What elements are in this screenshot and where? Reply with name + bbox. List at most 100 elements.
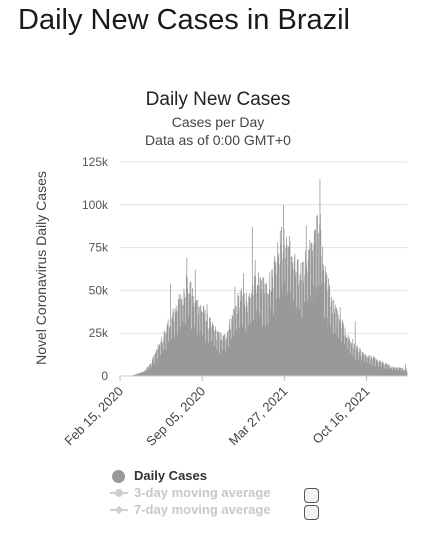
bar <box>317 215 318 376</box>
bar <box>381 362 383 376</box>
toggle-7-day-average[interactable] <box>304 505 319 520</box>
bar <box>385 363 386 376</box>
bar <box>278 298 280 376</box>
bar <box>251 294 252 376</box>
axis-layer: 0 25k 50k 75k 100k 125k Feb 15, 2020 Sep 05, 20… <box>61 155 407 449</box>
bar <box>381 361 383 376</box>
bar <box>281 287 283 376</box>
bar <box>171 339 172 376</box>
bar <box>307 306 308 376</box>
bar <box>163 339 165 376</box>
legend-label: 3-day moving average <box>134 485 271 500</box>
bar <box>204 310 206 376</box>
bar <box>377 366 379 376</box>
bar <box>344 327 346 376</box>
bar <box>345 336 347 376</box>
y-tick-label: 0 <box>101 369 108 383</box>
bar <box>232 309 234 376</box>
bar <box>174 339 176 376</box>
bar <box>185 324 186 376</box>
bar <box>267 325 269 376</box>
bar <box>188 315 190 376</box>
legend-item-7-day-average[interactable]: 7-day moving average <box>110 502 340 520</box>
bar <box>299 274 301 376</box>
bar <box>274 259 276 376</box>
y-tick-label: 100k <box>82 198 109 212</box>
bar <box>138 373 140 376</box>
bar <box>369 363 371 376</box>
bar <box>186 277 188 376</box>
bar <box>366 362 368 376</box>
bar <box>218 332 220 376</box>
bar <box>383 368 385 376</box>
bar <box>405 368 407 376</box>
bar <box>232 315 233 376</box>
bar <box>277 260 279 376</box>
bar <box>356 348 357 376</box>
bar <box>190 328 192 376</box>
bar <box>387 364 388 376</box>
legend-item-daily-cases[interactable]: Daily Cases <box>110 468 340 485</box>
bar <box>230 329 231 376</box>
bar <box>273 261 275 376</box>
bar <box>211 325 213 376</box>
legend-label: 7-day moving average <box>134 502 271 517</box>
legend-item-3-day-average[interactable]: 3-day moving average <box>110 485 340 503</box>
bar <box>322 272 324 376</box>
bar <box>310 243 312 376</box>
bar <box>190 282 192 376</box>
bar <box>390 367 392 376</box>
bar <box>273 316 274 376</box>
bar <box>288 266 290 376</box>
bar <box>274 256 276 376</box>
bar <box>375 366 377 376</box>
bar <box>304 312 306 376</box>
bar <box>399 367 401 376</box>
bar <box>197 299 199 376</box>
bar <box>377 360 379 376</box>
toggle-3-day-average[interactable] <box>304 488 319 503</box>
bar <box>381 368 382 376</box>
bar <box>398 370 399 376</box>
bar <box>168 341 170 376</box>
bar <box>157 344 159 376</box>
bar <box>292 262 294 376</box>
bar <box>284 281 286 376</box>
bar <box>211 327 213 376</box>
bar <box>272 276 274 376</box>
bar <box>294 270 296 376</box>
bar <box>149 364 150 376</box>
bar <box>404 368 406 376</box>
bar <box>279 230 281 376</box>
bar <box>186 257 188 376</box>
bar <box>221 340 223 376</box>
bar <box>137 373 139 376</box>
bar <box>296 306 297 376</box>
bar <box>256 285 258 376</box>
bar <box>226 336 228 376</box>
bar <box>205 344 207 376</box>
x-tick-label: Feb 15, 2020 <box>61 384 126 449</box>
bar <box>249 297 251 376</box>
bar <box>210 322 212 376</box>
bar <box>321 303 323 376</box>
bar <box>209 327 211 376</box>
bar <box>171 338 173 376</box>
bar <box>383 364 384 376</box>
bar <box>275 262 277 376</box>
bar <box>296 260 298 376</box>
bar <box>224 334 226 376</box>
bar <box>139 372 140 376</box>
bar <box>251 292 253 376</box>
bar <box>341 340 342 376</box>
bar <box>177 298 179 376</box>
bar <box>208 343 210 376</box>
bar <box>193 326 195 376</box>
bar <box>382 362 384 376</box>
bar <box>253 275 255 376</box>
bar <box>149 364 151 376</box>
bar <box>288 246 290 376</box>
bar <box>334 308 336 376</box>
bar <box>228 349 229 376</box>
bar <box>201 311 203 376</box>
